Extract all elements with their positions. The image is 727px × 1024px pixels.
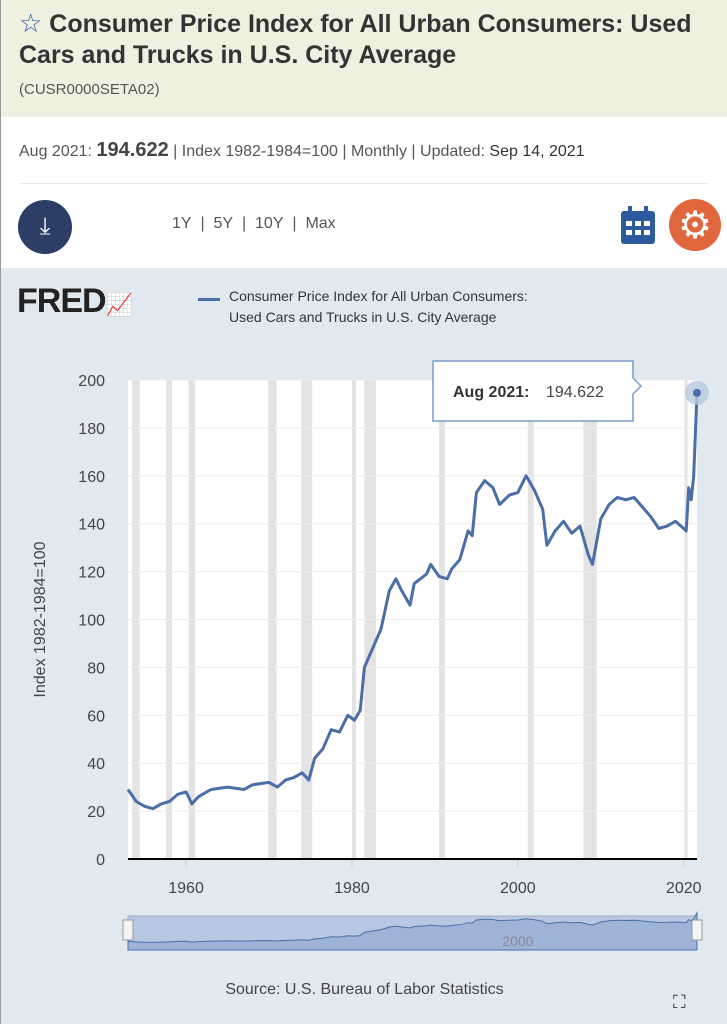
calendar-icon[interactable] — [621, 206, 655, 244]
y-tick-label: 100 — [78, 613, 105, 630]
page-title: ☆ Consumer Price Index for All Urban Con… — [19, 8, 709, 71]
settings-button[interactable]: ⚙ — [669, 199, 721, 251]
navigator-handle[interactable] — [122, 919, 134, 941]
meta-date: Aug 2021: — [19, 143, 92, 160]
star-outline-icon[interactable]: ☆ — [19, 8, 43, 38]
download-icon: ⤓ — [39, 213, 51, 240]
legend[interactable]: Consumer Price Index for All Urban Consu… — [198, 286, 558, 328]
tooltip-box — [432, 360, 643, 422]
sep: | — [292, 215, 297, 232]
y-tick-label: 180 — [78, 421, 105, 438]
y-tick-label: 80 — [87, 660, 105, 677]
legend-line — [198, 298, 220, 301]
y-axis-label: Index 1982-1984=100 — [32, 541, 49, 697]
chart-svg: 0 20 40 60 80 100 120 140 160 180 200 1960 1980 2000 2… — [32, 360, 709, 951]
data-point-highlight — [693, 388, 701, 397]
meta-units: | Index 1982-1984=100 | Monthly | Update… — [173, 143, 485, 160]
chart-container: FRED📈 Consumer Price Index for All Urban… — [1, 268, 727, 1024]
y-tick-label: 200 — [78, 373, 105, 390]
y-tick-label: 0 — [96, 852, 105, 869]
x-tick-label: 1980 — [334, 880, 370, 897]
legend-label: Consumer Price Index for All Urban Consu… — [229, 288, 528, 325]
navigator-series — [127, 910, 698, 951]
sep: | — [200, 215, 205, 232]
tooltip-value: 194.622 — [546, 384, 604, 401]
range-10y[interactable]: 10Y — [255, 215, 284, 232]
gear-icon: ⚙ — [677, 204, 713, 247]
y-tick-label: 60 — [87, 708, 105, 725]
source-note: Source: U.S. Bureau of Labor Statistics — [225, 981, 504, 998]
range-1y[interactable]: 1Y — [172, 215, 192, 232]
range-selector: 1Y | 5Y | 10Y | Max — [172, 215, 336, 233]
y-tick-label: 120 — [78, 565, 105, 582]
navigator-label: 2000 — [502, 933, 533, 949]
y-tick-label: 140 — [78, 517, 105, 534]
y-tick-label: 20 — [87, 804, 105, 821]
logo-text: FRED — [17, 282, 107, 320]
series-line — [126, 392, 699, 811]
chart-logo-icon: 📈 — [105, 292, 133, 317]
divider — [19, 183, 709, 184]
y-tick-label: 40 — [87, 756, 105, 773]
toolbar: ⤓ 1Y | 5Y | 10Y | Max ⚙ — [1, 184, 727, 269]
x-tick-label: 2020 — [666, 880, 702, 897]
series-id: (CUSR0000SETA02) — [19, 81, 160, 98]
series-meta: Aug 2021: 194.622 | Index 1982-1984=100 … — [1, 117, 727, 183]
y-tick-label: 160 — [78, 469, 105, 486]
range-max[interactable]: Max — [305, 215, 336, 232]
sep: | — [241, 215, 247, 232]
download-button[interactable]: ⤓ — [18, 200, 72, 254]
navigator-handle[interactable] — [691, 919, 703, 941]
meta-value: 194.622 — [96, 139, 169, 161]
x-tick-label: 2000 — [500, 880, 536, 897]
fred-logo: FRED📈 — [17, 282, 133, 321]
x-tick-label: 1960 — [168, 880, 204, 897]
meta-updated: Sep 14, 2021 — [489, 143, 585, 160]
tooltip-date: Aug 2021: — [453, 384, 529, 401]
range-5y[interactable]: 5Y — [213, 215, 234, 232]
fullscreen-icon[interactable]: ⛶ — [673, 992, 686, 1012]
series-header: ☆ Consumer Price Index for All Urban Con… — [1, 0, 727, 117]
title-text: Consumer Price Index for All Urban Consu… — [19, 10, 692, 69]
